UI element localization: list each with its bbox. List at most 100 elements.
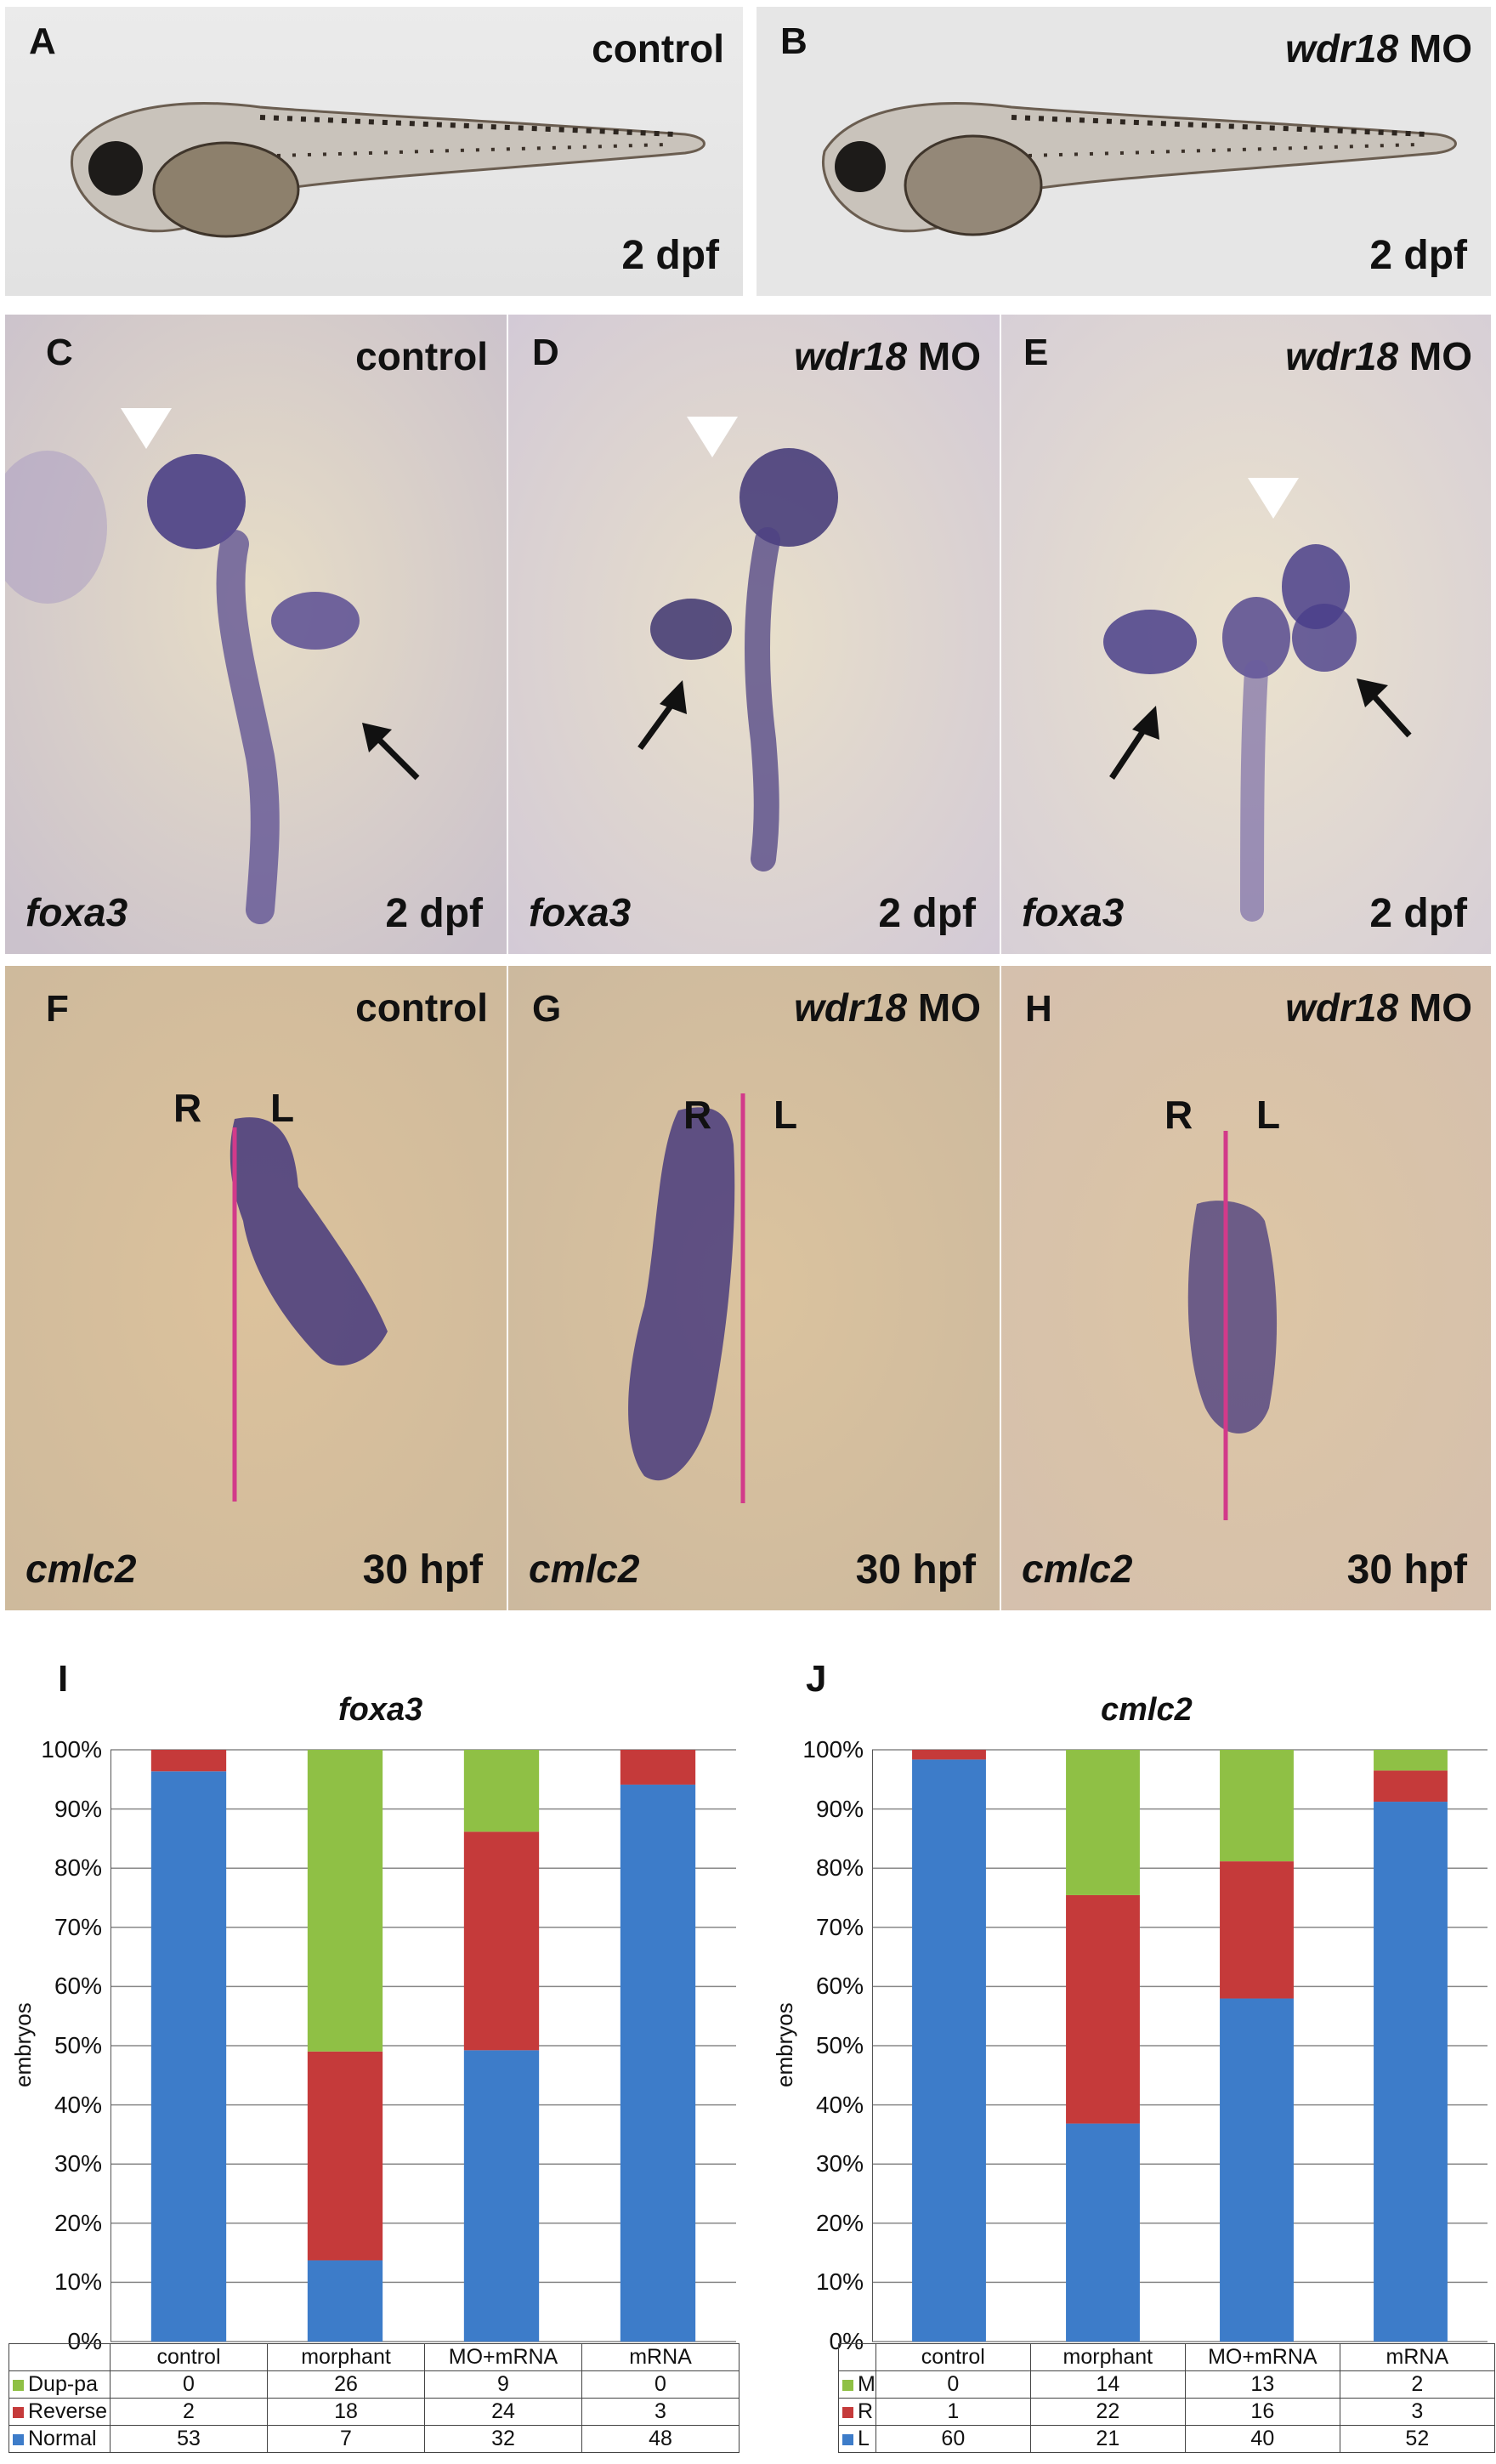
gene-label: foxa3 bbox=[26, 890, 128, 934]
category-header: morphant bbox=[267, 2343, 425, 2371]
count-cell: 0 bbox=[110, 2370, 268, 2399]
legend-entry: L bbox=[838, 2425, 876, 2453]
legend-swatch bbox=[13, 2433, 24, 2445]
panel-label: J bbox=[806, 1658, 827, 1700]
table-row: Reverse 2 18 24 3 bbox=[8, 2398, 740, 2426]
y-tick-label: 60% bbox=[815, 1973, 864, 2000]
legend-swatch bbox=[13, 2379, 24, 2391]
legend-entry: Normal bbox=[8, 2425, 110, 2453]
legend-swatch bbox=[13, 2406, 24, 2418]
stage-label: 2 dpf bbox=[1369, 233, 1467, 278]
condition-label: control bbox=[592, 26, 724, 71]
count-cell: 26 bbox=[267, 2370, 425, 2399]
condition-label: wdr18 MO bbox=[794, 333, 981, 379]
bar-segment-dup-pa bbox=[307, 1750, 383, 2052]
condition-suffix: MO bbox=[907, 985, 981, 1030]
y-tick-label: 90% bbox=[54, 1795, 102, 1822]
count-cell: 0 bbox=[581, 2370, 740, 2399]
bar-segment-normal bbox=[463, 2050, 540, 2342]
stage-label: 30 hpf bbox=[362, 1547, 483, 1593]
foxa3-in-situ-morphant-image bbox=[508, 315, 1000, 954]
zebrafish-larva-control-image bbox=[5, 7, 743, 296]
count-cell: 13 bbox=[1184, 2370, 1340, 2399]
cmlc2-in-situ-morphant-image bbox=[508, 966, 1000, 1610]
y-tick-label: 60% bbox=[54, 1973, 102, 2000]
y-tick-label: 80% bbox=[54, 1854, 102, 1882]
legend-label: Dup-pa bbox=[28, 2372, 98, 2396]
panel-g: G wdr18 MO R L cmlc2 30 hpf bbox=[508, 966, 1000, 1610]
panel-b: B wdr18 MO 2 dpf bbox=[756, 7, 1491, 296]
arrowhead-marker bbox=[121, 408, 172, 449]
y-tick-label: 100% bbox=[802, 1736, 864, 1763]
y-tick-label: 50% bbox=[815, 2032, 864, 2058]
y-tick-label: 100% bbox=[41, 1736, 102, 1763]
count-cell: 3 bbox=[1339, 2398, 1495, 2426]
legend-label: Reverse bbox=[28, 2399, 108, 2423]
y-tick-label: 50% bbox=[54, 2032, 102, 2058]
y-tick-label: 30% bbox=[54, 2150, 102, 2177]
category-header: control bbox=[110, 2343, 268, 2371]
count-cell: 2 bbox=[1339, 2370, 1495, 2399]
category-header: MO+mRNA bbox=[1184, 2343, 1340, 2371]
bar-segment-m bbox=[1066, 1750, 1140, 1895]
right-side-label: R bbox=[173, 1086, 202, 1130]
y-tick-label: 20% bbox=[815, 2209, 864, 2236]
arrowhead-marker bbox=[687, 417, 738, 457]
legend-label: R bbox=[858, 2399, 874, 2423]
count-cell: 3 bbox=[581, 2398, 740, 2426]
chart-title: cmlc2 bbox=[1101, 1692, 1193, 1728]
left-side-label: L bbox=[270, 1086, 295, 1130]
data-table: control morphant MO+mRNA mRNA M 0 14 13 2 R 1 22 16 3… bbox=[838, 2343, 1495, 2453]
bar-segment-r bbox=[912, 1750, 986, 1760]
count-cell: 14 bbox=[1029, 2370, 1186, 2399]
foxa3-in-situ-morphant-duplicated-image bbox=[1001, 315, 1491, 954]
panel-label: E bbox=[1023, 332, 1049, 373]
count-cell: 24 bbox=[424, 2398, 582, 2426]
panel-d: D wdr18 MO foxa3 2 dpf bbox=[508, 315, 1000, 954]
condition-label: control bbox=[355, 334, 488, 378]
legend-label: L bbox=[858, 2427, 870, 2450]
y-tick-label: 10% bbox=[815, 2268, 864, 2296]
gene-label: cmlc2 bbox=[529, 1547, 640, 1591]
legend-entry: M bbox=[838, 2370, 876, 2399]
table-row: Normal 53 7 32 48 bbox=[8, 2425, 740, 2453]
legend-label: M bbox=[858, 2372, 876, 2396]
bar-segment-l bbox=[1066, 2123, 1140, 2342]
zebrafish-larva-morphant-image bbox=[756, 7, 1491, 296]
table-corner-cell bbox=[8, 2343, 110, 2371]
gene-label: foxa3 bbox=[529, 890, 632, 934]
cmlc2-in-situ-morphant-midline-image bbox=[1001, 966, 1491, 1610]
panel-label: H bbox=[1025, 988, 1052, 1030]
condition-label: wdr18 MO bbox=[794, 985, 981, 1030]
bar-segment-l bbox=[912, 1759, 986, 2342]
panel-label: A bbox=[29, 20, 56, 62]
count-cell: 22 bbox=[1029, 2398, 1186, 2426]
table-row: L 60 21 40 52 bbox=[838, 2425, 1495, 2453]
stage-label: 2 dpf bbox=[1369, 891, 1467, 936]
panel-label: I bbox=[58, 1658, 69, 1700]
condition-suffix: MO bbox=[907, 334, 981, 378]
count-cell: 52 bbox=[1339, 2425, 1495, 2453]
chart-title: foxa3 bbox=[338, 1692, 423, 1728]
count-cell: 9 bbox=[424, 2370, 582, 2399]
count-cell: 21 bbox=[1029, 2425, 1186, 2453]
count-cell: 53 bbox=[110, 2425, 268, 2453]
legend-swatch bbox=[842, 2406, 853, 2418]
stage-label: 2 dpf bbox=[385, 891, 483, 936]
bar-segment-m bbox=[1220, 1750, 1294, 1862]
panel-label: C bbox=[46, 332, 73, 373]
bar-segment-normal bbox=[620, 1784, 696, 2342]
panel-c: C control foxa3 2 dpf bbox=[5, 315, 507, 954]
gene-name: wdr18 bbox=[1285, 26, 1399, 71]
stage-label: 2 dpf bbox=[878, 891, 976, 936]
y-tick-label: 70% bbox=[54, 1913, 102, 1940]
bar-segment-reverse bbox=[307, 2051, 383, 2261]
count-cell: 16 bbox=[1184, 2398, 1340, 2426]
bar-segment-m bbox=[1374, 1750, 1448, 1771]
condition-suffix: MO bbox=[1398, 26, 1472, 71]
bar-segment-r bbox=[1374, 1770, 1448, 1803]
count-cell: 60 bbox=[875, 2425, 1031, 2453]
bar-segment-normal bbox=[150, 1771, 227, 2342]
right-side-label: R bbox=[683, 1093, 712, 1137]
left-side-label: L bbox=[774, 1093, 798, 1137]
